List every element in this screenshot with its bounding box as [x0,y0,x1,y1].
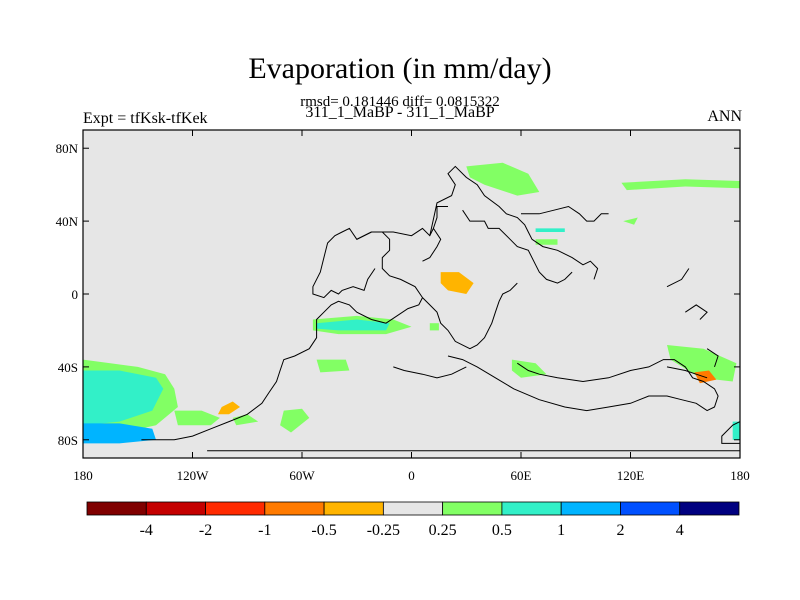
colorbar-label: -4 [140,522,153,539]
colorbar-swatch [205,501,266,516]
coastline [447,355,719,412]
chart-subtitle: 311_1_MaBP - 311_1_MaBP [305,104,495,121]
coastline [393,366,467,379]
anomaly-region [232,414,259,426]
x-tick-label: 180 [730,468,750,483]
anomaly-region [316,359,350,373]
stats-line: rmsd= 0.181446 diff= 0.0815322 [300,94,500,110]
anomaly-region [667,345,737,382]
colorbar-swatch [620,501,681,516]
colorbar-swatch [145,501,206,516]
coastline [666,268,690,288]
anomaly-region [174,410,220,426]
anomaly-region [83,423,156,444]
colorbar-label: 2 [616,522,624,539]
plot-background [83,130,740,458]
colorbar-label: 1 [557,522,565,539]
x-tick-label: 180 [73,468,93,483]
anomaly-region [535,228,565,232]
colorbar-label: -0.25 [367,522,400,539]
anomaly-region [316,319,390,331]
coastline [721,421,740,444]
colorbar-label: -2 [199,522,212,539]
colorbar-swatch [86,501,147,516]
colorbar-swatch [323,501,384,516]
anomaly-region [466,162,540,196]
experiment-label: Expt = tfKsk-tfKek [83,110,208,127]
colorbar-swatch [382,501,444,516]
colorbar-label: -1 [258,522,271,539]
x-tick-label: 60E [511,468,532,483]
anomaly-region [218,401,240,415]
x-tick-label: 60W [289,468,315,483]
colorbar-label: 0.25 [429,522,457,539]
coastline [685,304,708,320]
colorbar-label: 0.5 [492,522,512,539]
anomaly-region [623,217,638,225]
colorbar-swatch [264,501,325,516]
x-tick-label: 120W [177,468,210,483]
x-tick-label: 0 [408,468,415,483]
coastline [429,165,599,280]
colorbar-swatch [501,501,562,516]
colorbar-swatch [560,501,621,516]
y-tick-label: 0 [72,287,79,302]
y-tick-label: 80S [58,433,78,448]
colorbar-swatch [679,501,740,516]
coastline [422,282,518,350]
anomaly-region [280,408,310,433]
colorbar-swatch [442,501,503,516]
anomaly-region [83,370,164,426]
coastline [141,227,424,441]
coastline [666,366,708,379]
anomaly-region [440,272,474,294]
anomaly-region [732,421,740,440]
season-label: ANN [707,108,742,125]
y-tick-label: 80N [56,141,79,156]
anomaly-region [621,179,740,191]
colorbar-label: -0.5 [311,522,336,539]
y-tick-label: 40N [56,214,79,229]
chart-title: Evaporation (in mm/day) [248,52,552,85]
x-tick-label: 120E [617,468,645,483]
coastline [706,348,719,368]
anomaly-region [535,239,558,245]
anomaly-region [429,323,439,331]
colorbar-label: 4 [676,522,684,539]
coastline [462,209,573,284]
coastline [432,206,448,229]
y-tick-label: 40S [58,360,78,375]
coastline [521,205,609,222]
